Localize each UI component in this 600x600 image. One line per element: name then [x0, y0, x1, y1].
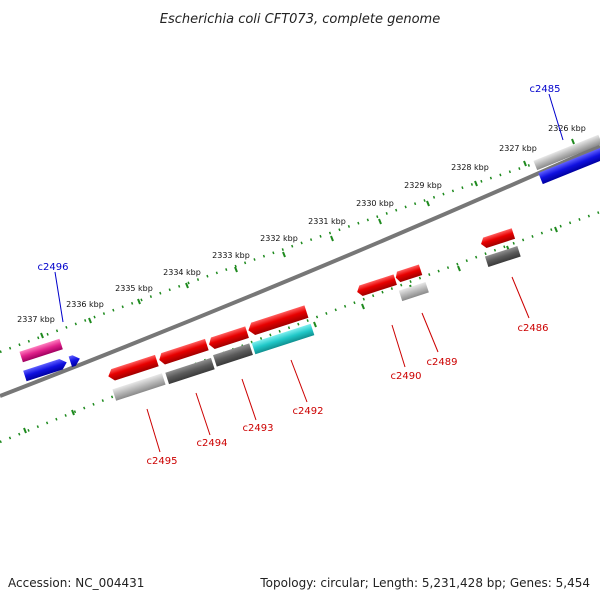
genome-info-text: Topology: circular; Length: 5,231,428 bp…: [260, 576, 590, 590]
gene-label-c2496: c2496: [38, 262, 69, 273]
gene-c2492: [248, 305, 315, 355]
genome-backbone: [0, 144, 600, 398]
kbp-label: 2334 kbp: [163, 268, 201, 277]
gene-label-c2489: c2489: [427, 357, 458, 368]
kbp-label: 2328 kbp: [451, 163, 489, 172]
inner-tick-track: [0, 210, 600, 444]
map-title: Escherichia coli CFT073, complete genome: [160, 12, 440, 27]
gene-c2496: [19, 338, 80, 382]
gene-c2485: [533, 134, 600, 185]
gene-label-c2490: c2490: [391, 371, 422, 382]
kbp-label: 2333 kbp: [212, 251, 250, 260]
gene-c2495: [108, 354, 166, 401]
gene-c2486: [481, 228, 521, 268]
gene-c2494: [159, 338, 215, 385]
gene-label-c2485: c2485: [530, 84, 561, 95]
gene-c2489: [395, 264, 429, 302]
gene-c2493: [209, 326, 253, 367]
kbp-label: 2331 kbp: [308, 217, 346, 226]
gene-label-c2495: c2495: [147, 456, 178, 467]
kbp-label: 2330 kbp: [356, 199, 394, 208]
kbp-label: 2329 kbp: [404, 181, 442, 190]
kbp-label: 2327 kbp: [499, 144, 537, 153]
kbp-scale-labels: 2326 kbp 2327 kbp 2328 kbp 2329 kbp 2330…: [17, 124, 586, 324]
gene-labels: c2485 c2496 c2486 c2489 c2490 c2492 c249…: [38, 84, 561, 467]
kbp-label: 2336 kbp: [66, 300, 104, 309]
outer-tick-track: [0, 140, 600, 354]
kbp-label: 2335 kbp: [115, 284, 153, 293]
gene-label-c2494: c2494: [197, 438, 228, 449]
kbp-label: 2332 kbp: [260, 234, 298, 243]
kbp-label: 2326 kbp: [548, 124, 586, 133]
gene-leader-lines: [54, 93, 564, 453]
outer-major-ticks: [40, 138, 575, 339]
gene-label-c2493: c2493: [243, 423, 274, 434]
gene-c2490: [357, 274, 397, 296]
kbp-label: 2337 kbp: [17, 315, 55, 324]
gene-label-c2486: c2486: [518, 323, 549, 334]
gene-label-c2492: c2492: [293, 406, 324, 417]
gene-features: [19, 134, 600, 401]
accession-text: Accession: NC_004431: [8, 576, 145, 590]
